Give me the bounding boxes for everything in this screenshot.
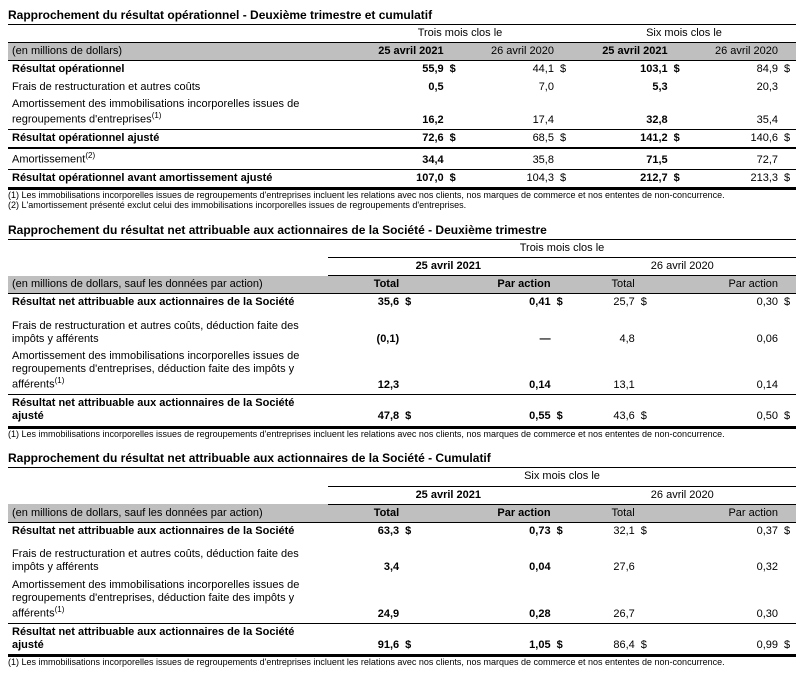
col-total: Total bbox=[328, 504, 403, 522]
footnote: (1) Les immobilisations incorporelles is… bbox=[8, 189, 796, 211]
column-header-row: (en millions de dollars, sauf les donnée… bbox=[8, 276, 796, 294]
col-c4: 26 avril 2020 bbox=[686, 43, 782, 61]
period-header-row: Trois mois clos le bbox=[8, 240, 796, 258]
section-net-income-q2: Rapprochement du résultat net attribuabl… bbox=[8, 223, 796, 440]
table-operating-income: Trois mois clos le Six mois clos le (en … bbox=[8, 25, 796, 189]
col-ps: Par action bbox=[417, 276, 554, 294]
row-label: Frais de restructuration et autres coûts… bbox=[8, 318, 328, 348]
footnote: (1) Les immobilisations incorporelles is… bbox=[8, 656, 796, 668]
col-total: Total bbox=[569, 504, 639, 522]
section-title: Rapprochement du résultat net attribuabl… bbox=[8, 223, 796, 240]
table-row: Résultat net attribuable aux actionnaire… bbox=[8, 623, 796, 655]
row-label: Résultat net attribuable aux actionnaire… bbox=[8, 623, 328, 655]
table-row: Résultat net attribuable aux actionnaire… bbox=[8, 294, 796, 312]
row-label: Résultat opérationnel ajusté bbox=[8, 129, 348, 148]
row-label: Frais de restructuration et autres coûts bbox=[8, 79, 348, 96]
unit-label: (en millions de dollars, sauf les donnée… bbox=[8, 276, 328, 294]
row-label: Résultat opérationnel avant amortissemen… bbox=[8, 169, 348, 188]
col-c3: 25 avril 2021 bbox=[572, 43, 672, 61]
table-row: Résultat net attribuable aux actionnaire… bbox=[8, 522, 796, 540]
group-2020: 26 avril 2020 bbox=[569, 257, 796, 275]
period-header-row: Trois mois clos le Six mois clos le bbox=[8, 25, 796, 43]
table-row: Frais de restructuration et autres coûts… bbox=[8, 546, 796, 576]
section-net-income-ytd: Rapprochement du résultat net attribuabl… bbox=[8, 451, 796, 668]
row-label: Résultat net attribuable aux actionnaire… bbox=[8, 522, 328, 540]
period-6m: Six mois clos le bbox=[572, 25, 796, 43]
section-title: Rapprochement du résultat opérationnel -… bbox=[8, 8, 796, 25]
col-ps: Par action bbox=[653, 504, 782, 522]
table-row: Résultat opérationnel avant amortissemen… bbox=[8, 169, 796, 188]
col-total: Total bbox=[569, 276, 639, 294]
col-ps: Par action bbox=[417, 504, 554, 522]
table-row: Amortissement des immobilisations incorp… bbox=[8, 96, 796, 130]
col-c2: 26 avril 2020 bbox=[462, 43, 558, 61]
column-header-row: (en millions de dollars) 25 avril 2021 2… bbox=[8, 43, 796, 61]
unit-label: (en millions de dollars) bbox=[8, 43, 348, 61]
unit-label: (en millions de dollars, sauf les donnée… bbox=[8, 504, 328, 522]
row-label: Résultat net attribuable aux actionnaire… bbox=[8, 294, 328, 312]
row-label: Résultat net attribuable aux actionnaire… bbox=[8, 395, 328, 427]
table-row: Frais de restructuration et autres coûts… bbox=[8, 318, 796, 348]
table-net-income-ytd: Six mois clos le 25 avril 2021 26 avril … bbox=[8, 468, 796, 656]
footnote: (1) Les immobilisations incorporelles is… bbox=[8, 428, 796, 440]
section-title: Rapprochement du résultat net attribuabl… bbox=[8, 451, 796, 468]
period-header-row: Six mois clos le bbox=[8, 468, 796, 486]
row-label: Amortissement des immobilisations incorp… bbox=[8, 348, 328, 395]
row-label: Amortissement des immobilisations incorp… bbox=[8, 577, 328, 624]
group-2021: 25 avril 2021 bbox=[328, 257, 569, 275]
column-header-row: (en millions de dollars, sauf les donnée… bbox=[8, 504, 796, 522]
period-label: Trois mois clos le bbox=[328, 240, 796, 258]
col-total: Total bbox=[328, 276, 403, 294]
date-header-row: 25 avril 2021 26 avril 2020 bbox=[8, 486, 796, 504]
row-label: Amortissement(2) bbox=[8, 148, 348, 169]
col-ps: Par action bbox=[653, 276, 782, 294]
table-row: Résultat opérationnel 55,9$ 44,1$ 103,1$… bbox=[8, 61, 796, 79]
table-net-income-q2: Trois mois clos le 25 avril 2021 26 avri… bbox=[8, 240, 796, 428]
table-row: Frais de restructuration et autres coûts… bbox=[8, 79, 796, 96]
period-3m: Trois mois clos le bbox=[348, 25, 572, 43]
period-label: Six mois clos le bbox=[328, 468, 796, 486]
row-label: Amortissement des immobilisations incorp… bbox=[8, 96, 348, 130]
table-row: Résultat net attribuable aux actionnaire… bbox=[8, 395, 796, 427]
col-c1: 25 avril 2021 bbox=[348, 43, 448, 61]
date-header-row: 25 avril 2021 26 avril 2020 bbox=[8, 257, 796, 275]
row-label: Frais de restructuration et autres coûts… bbox=[8, 546, 328, 576]
section-operating-income: Rapprochement du résultat opérationnel -… bbox=[8, 8, 796, 211]
table-row: Amortissement(2) 34,4 35,8 71,5 72,7 bbox=[8, 148, 796, 169]
group-2021: 25 avril 2021 bbox=[328, 486, 569, 504]
table-row: Amortissement des immobilisations incorp… bbox=[8, 577, 796, 624]
table-row: Résultat opérationnel ajusté 72,6$ 68,5$… bbox=[8, 129, 796, 148]
row-label: Résultat opérationnel bbox=[8, 61, 348, 79]
table-row: Amortissement des immobilisations incorp… bbox=[8, 348, 796, 395]
group-2020: 26 avril 2020 bbox=[569, 486, 796, 504]
